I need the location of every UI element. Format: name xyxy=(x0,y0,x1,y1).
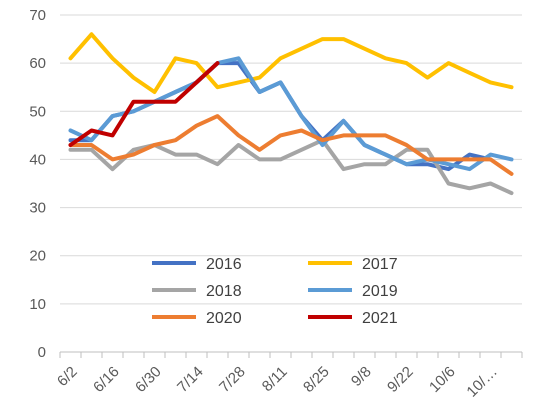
y-tick-label-60: 60 xyxy=(29,55,46,72)
axes: 0 10 20 30 40 50 60 70 6/2 6/16 6/30 7/14 7/28 8/11 8/… xyxy=(29,7,523,401)
legend: 2016 2017 2018 2019 2020 2021 xyxy=(152,256,398,327)
x-tick-label: 7/14 xyxy=(174,363,207,396)
x-tick-label: 8/11 xyxy=(259,363,291,395)
x-tick-label: 10/… xyxy=(463,363,500,400)
x-tick-label: 6/30 xyxy=(132,363,165,396)
series-line-2021 xyxy=(68,61,220,147)
x-tick-label: 9/22 xyxy=(384,363,417,396)
y-tick-label-0: 0 xyxy=(38,344,46,361)
x-tick-label: 8/25 xyxy=(300,363,333,396)
legend-label-2016: 2016 xyxy=(206,256,242,273)
x-tick-label: 6/16 xyxy=(90,363,123,396)
x-tick-label: 6/2 xyxy=(54,363,81,390)
x-tick-label: 10/6 xyxy=(426,363,459,396)
x-tick-label: 7/28 xyxy=(216,363,249,396)
legend-label-2019: 2019 xyxy=(362,283,398,300)
legend-label-2017: 2017 xyxy=(362,256,398,273)
series-line-2017 xyxy=(68,32,514,94)
y-tick-label-30: 30 xyxy=(29,200,46,217)
series-line-2020 xyxy=(68,114,514,176)
y-tick-label-50: 50 xyxy=(29,103,46,120)
x-tick-label: 9/8 xyxy=(348,363,375,390)
y-tick-label-70: 70 xyxy=(29,7,46,24)
legend-label-2018: 2018 xyxy=(206,283,242,300)
y-tick-label-40: 40 xyxy=(29,151,46,168)
legend-label-2020: 2020 xyxy=(206,310,242,327)
y-tick-label-10: 10 xyxy=(29,296,46,313)
series-lines xyxy=(68,32,514,196)
y-tick-label-20: 20 xyxy=(29,248,46,265)
legend-label-2021: 2021 xyxy=(362,310,398,327)
series-line-2019 xyxy=(68,56,514,172)
series-line-2018 xyxy=(68,138,514,196)
